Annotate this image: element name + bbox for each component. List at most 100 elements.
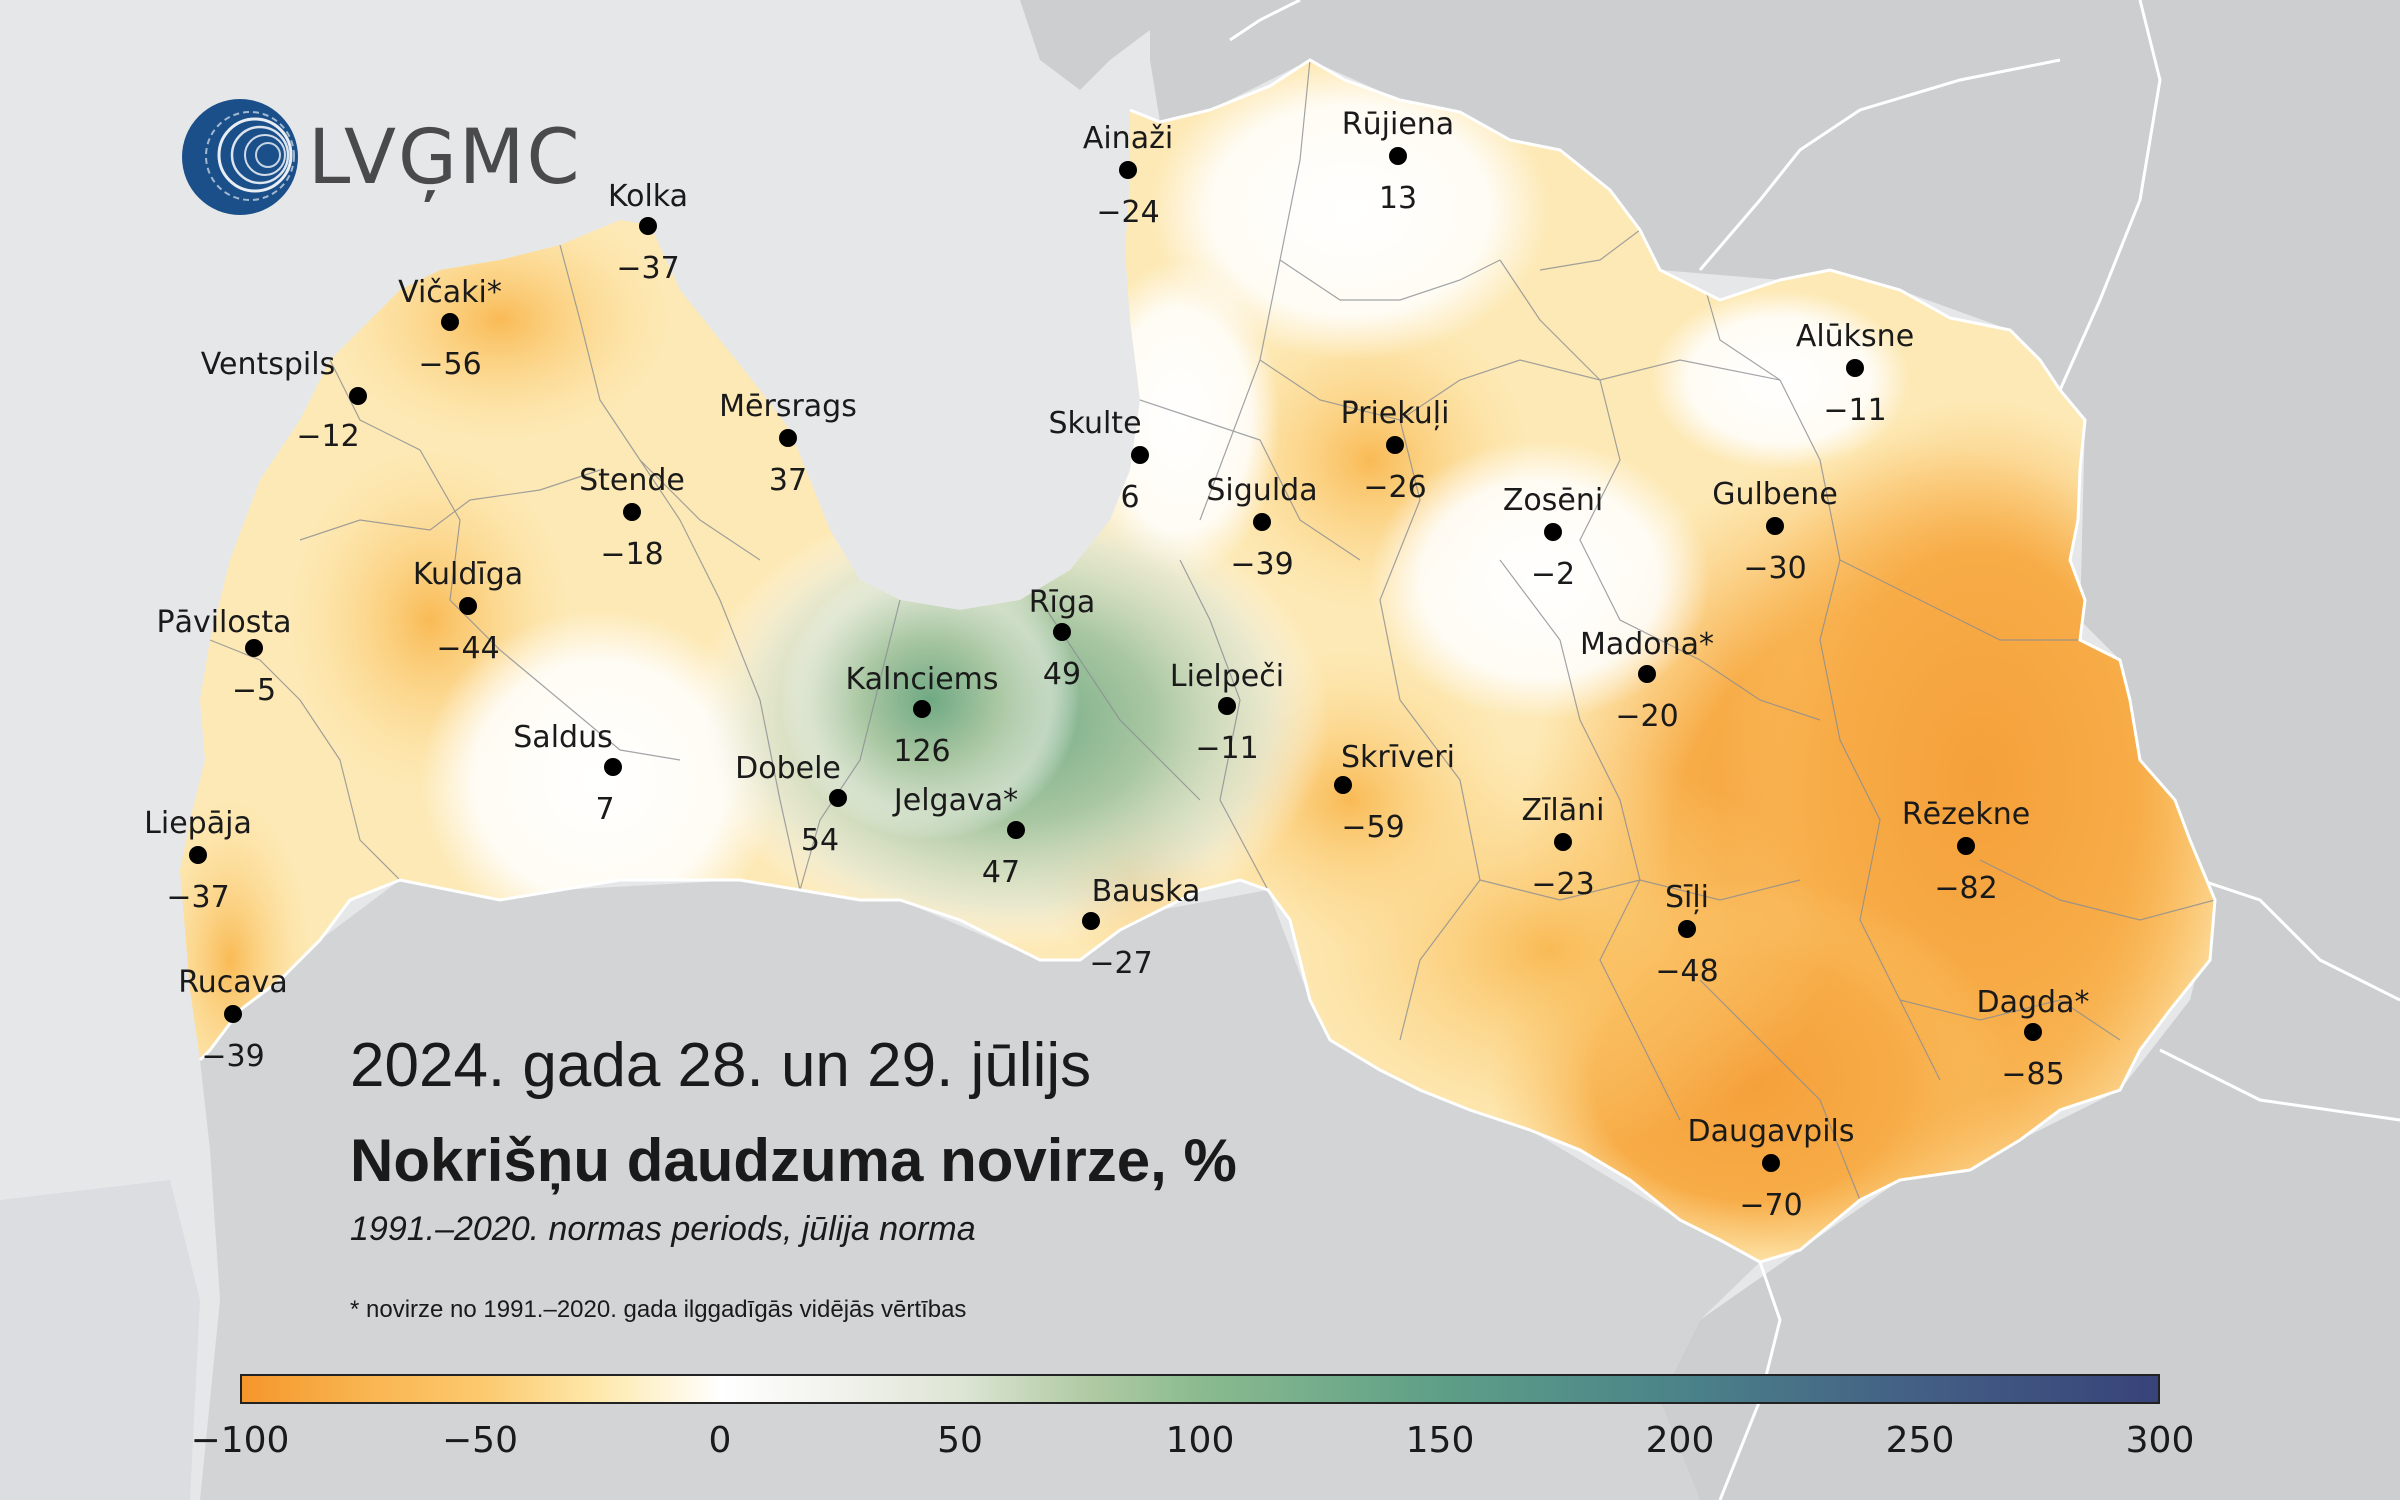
legend-tick-label: 250 [1885,1420,1955,1461]
station-point [1082,912,1100,930]
station-lielpeči: Lielpeči −11 [1170,659,1284,766]
station-sīļi: Sīļi −48 [1655,880,1718,989]
station-value: −26 [1363,470,1426,505]
station-name: Vičaki* [398,275,502,310]
municipality-borders [209,60,2215,1201]
legend-tick-label: 200 [1645,1420,1715,1461]
station-name: Daugavpils [1687,1114,1854,1149]
station-value: −48 [1655,954,1718,989]
station-value: 47 [982,855,1020,890]
station-name: Dobele [735,751,841,786]
map-date: 2024. gada 28. un 29. jūlijs [350,1031,1092,1100]
station-point [1846,359,1864,377]
station-kuldīga: Kuldīga −44 [413,557,523,666]
legend-tick-label: 0 [708,1420,732,1461]
station-point [1007,821,1025,839]
station-point [1957,837,1975,855]
station-point [441,313,459,331]
station-value: −24 [1096,195,1159,230]
station-name: Pāvilosta [156,605,291,640]
station-name: Bauska [1092,874,1201,909]
station-dobele: Dobele 54 [735,751,847,858]
station-liepāja: Liepāja −37 [144,806,252,915]
station-point [245,639,263,657]
station-saldus: Saldus 7 [513,720,622,827]
station-vičaki: Vičaki* −56 [398,275,502,382]
station-point [1334,776,1352,794]
station-point [1131,446,1149,464]
station-name: Lielpeči [1170,659,1284,694]
station-value: 49 [1043,657,1081,692]
station-name: Sīļi [1665,880,1709,915]
station-name: Rucava [178,965,288,1000]
station-name: Saldus [513,720,612,755]
station-name: Gulbene [1712,477,1838,512]
station-value: −39 [1230,547,1293,582]
station-name: Ainaži [1083,121,1173,156]
station-value: −37 [616,251,679,286]
neighbor-borders [1229,0,2400,1500]
station-value: 54 [801,823,839,858]
station-zosēni: Zosēni −2 [1503,483,1603,592]
station-value: −37 [166,880,229,915]
station-point [1554,833,1572,851]
station-alūksne: Alūksne −11 [1796,319,1914,428]
station-name: Dagda* [1977,985,2090,1020]
station-value: −59 [1341,810,1404,845]
station-kalnciems: Kalnciems 126 [845,662,998,769]
station-point [1766,517,1784,535]
station-point [779,429,797,447]
station-dagda: Dagda* −85 [1977,985,2090,1092]
map-subtitle: 1991.–2020. normas periods, jūlija norma [350,1210,976,1248]
station-point [189,846,207,864]
station-value: −2 [1531,557,1575,592]
station-point [1389,147,1407,165]
station-name: Rēzekne [1902,797,2030,832]
station-name: Kolka [608,179,688,214]
station-value: 37 [769,463,807,498]
station-zīlāni: Zīlāni −23 [1522,793,1605,902]
station-name: Kuldīga [413,557,523,592]
station-bauska: Bauska −27 [1082,874,1200,981]
station-name: Rūjiena [1342,107,1454,142]
station-value: −18 [600,537,663,572]
station-value: −11 [1823,393,1886,428]
station-point [829,789,847,807]
station-name: Stende [579,463,685,498]
station-value: −23 [1531,867,1594,902]
station-point [459,597,477,615]
station-name: Madona* [1580,627,1714,662]
station-name: Sigulda [1206,473,1317,508]
map-footnote: * novirze no 1991.–2020. gada ilggadīgās… [350,1296,967,1323]
station-point [639,217,657,235]
station-value: −27 [1089,946,1152,981]
legend-tick-label: 150 [1405,1420,1475,1461]
station-point [1386,436,1404,454]
station-value: 6 [1120,480,1139,515]
station-point [1544,523,1562,541]
station-value: −85 [2001,1057,2064,1092]
station-madona: Madona* −20 [1580,627,1714,734]
station-kolka: Kolka −37 [608,179,688,286]
map-title: Nokrišņu daudzuma novirze, % [350,1127,1237,1194]
station-point [1053,623,1071,641]
station-name: Liepāja [144,806,252,841]
station-rēzekne: Rēzekne −82 [1902,797,2030,906]
logo-text: LVĢMC [308,112,582,201]
station-value: −82 [1934,871,1997,906]
station-value: 126 [893,734,950,769]
legend-tick-label: 50 [937,1420,983,1461]
station-value: −56 [418,347,481,382]
legend-tick-label: 100 [1165,1420,1235,1461]
station-name: Zosēni [1503,483,1603,518]
station-value: −39 [201,1039,264,1074]
station-mērsrags: Mērsrags 37 [719,389,857,498]
legend-tick-label: 300 [2125,1420,2195,1461]
national-border [198,58,2217,1264]
station-jelgava: Jelgava* 47 [892,783,1025,890]
station-value: −5 [232,673,276,708]
station-name: Alūksne [1796,319,1914,354]
station-point [1119,161,1137,179]
